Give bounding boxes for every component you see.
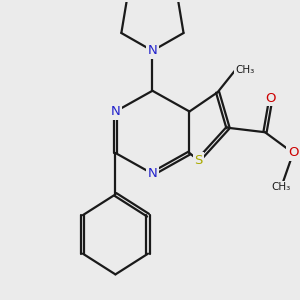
Text: O: O [266,92,276,105]
Text: N: N [110,105,120,118]
Text: S: S [194,154,202,167]
Text: CH₃: CH₃ [272,182,291,192]
Text: N: N [148,44,157,57]
Text: N: N [148,167,157,180]
Text: CH₃: CH₃ [236,65,255,75]
Text: O: O [288,146,298,160]
